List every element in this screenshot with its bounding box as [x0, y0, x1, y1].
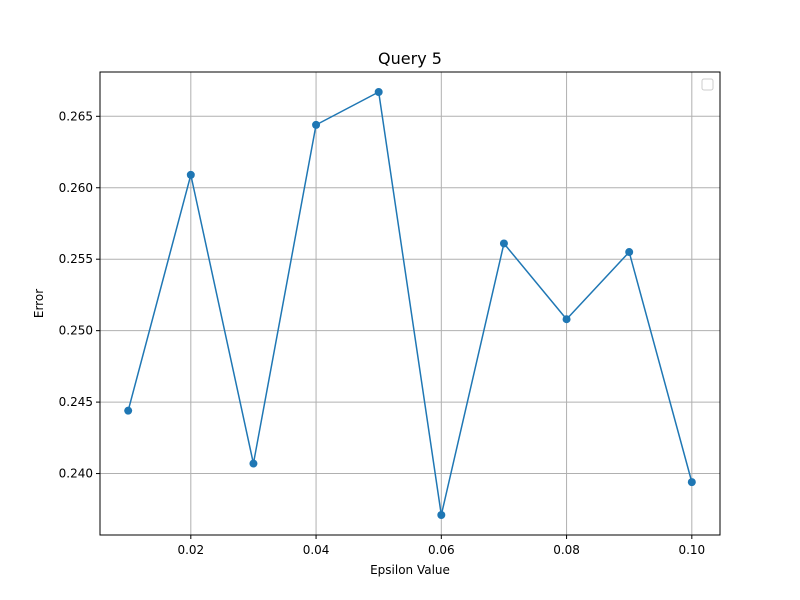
y-tick-label: 0.240: [59, 467, 93, 481]
data-point: [687, 478, 696, 487]
data-point: [562, 315, 571, 324]
data-point: [312, 120, 321, 129]
legend-box: [701, 78, 714, 91]
data-point: [499, 239, 508, 248]
grid: [100, 72, 720, 535]
x-axis: 0.02 0.04 0.06 0.08 0.10: [177, 535, 705, 557]
data-point: [374, 88, 383, 97]
y-tick-label: 0.265: [59, 109, 93, 123]
x-axis-label: Epsilon Value: [370, 563, 450, 577]
x-tick-label: 0.08: [553, 543, 580, 557]
x-tick-label: 0.06: [428, 543, 455, 557]
x-tick-label: 0.04: [303, 543, 330, 557]
data-point: [625, 248, 634, 257]
data-point: [437, 510, 446, 519]
y-tick-label: 0.260: [59, 181, 93, 195]
y-tick-label: 0.250: [59, 324, 93, 338]
chart-title: Query 5: [378, 49, 442, 68]
x-tick-label: 0.02: [177, 543, 204, 557]
plot-area-frame: [99, 71, 721, 536]
x-tick-label: 0.10: [678, 543, 705, 557]
data-point: [249, 459, 258, 468]
y-tick-label: 0.245: [59, 395, 93, 409]
y-axis-label: Error: [32, 289, 46, 318]
data-point: [186, 170, 195, 179]
series-line: [127, 91, 693, 516]
y-axis: 0.240 0.245 0.250 0.255 0.260 0.265: [59, 109, 100, 481]
data-point: [124, 406, 133, 415]
y-tick-label: 0.255: [59, 252, 93, 266]
data-series: [124, 88, 696, 519]
